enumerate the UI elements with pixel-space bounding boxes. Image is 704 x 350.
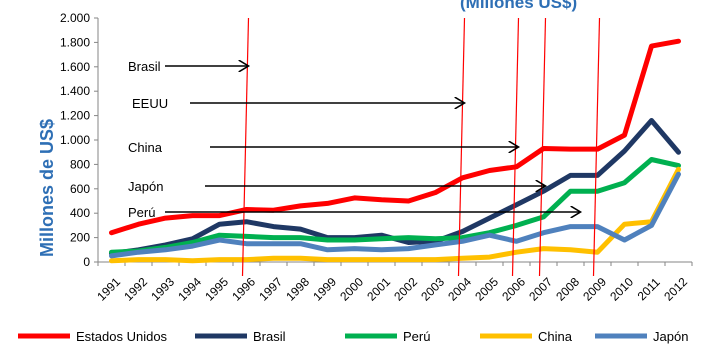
marker-line-2009: [592, 17, 601, 277]
x-tick-label: 1992: [121, 275, 150, 304]
series-line-japon: [109, 171, 681, 259]
y-tick-label: 1.800: [60, 35, 90, 49]
legend-label: Estados Unidos: [76, 329, 168, 344]
series-line-china: [109, 166, 681, 264]
y-tick-label: 2.000: [60, 11, 90, 25]
annotations: Brasil EEUU China Japón Perú: [128, 59, 581, 220]
y-tick-label: 0: [83, 255, 90, 269]
x-tick-label: 2002: [391, 275, 420, 304]
x-axis: 1991199219931994199519961997199819992000…: [94, 261, 693, 304]
x-tick-label: 2008: [553, 275, 582, 304]
series-layer: [109, 38, 681, 264]
annotation-label: Brasil: [128, 59, 161, 74]
legend-label: China: [538, 329, 573, 344]
y-axis: 0 200 400 600 800 1.000 1.200 1.400 1.600 1.800 2.…: [60, 11, 99, 269]
x-tick-label: 2003: [418, 275, 447, 304]
y-tick-label: 1.000: [60, 133, 90, 147]
x-tick-label: 1999: [310, 275, 339, 304]
x-tick-label: 2011: [635, 275, 663, 303]
chart-title-fragment: (Millones US$): [460, 0, 577, 12]
y-tick-label: 600: [70, 182, 90, 196]
series-line-peru: [109, 157, 681, 255]
x-tick-label: 1998: [283, 275, 312, 304]
marker-line-2007: [538, 17, 547, 277]
x-tick-label: 2004: [445, 275, 474, 304]
y-tick-label: 1.400: [60, 84, 90, 98]
series-line-estados-unidos: [109, 38, 681, 236]
x-tick-label: 2006: [499, 275, 528, 304]
legend-label: Perú: [403, 329, 430, 344]
annotation-label: EEUU: [132, 96, 168, 111]
x-tick-label: 1997: [256, 275, 285, 304]
x-tick-label: 2012: [661, 275, 690, 304]
legend-label: Brasil: [253, 329, 286, 344]
y-tick-label: 400: [70, 206, 90, 220]
y-axis-title: Millones de US$: [37, 119, 57, 257]
x-tick-label: 2001: [364, 275, 393, 304]
annotation-label: Japón: [128, 179, 163, 194]
y-tick-label: 200: [70, 231, 90, 245]
x-tick-label: 1994: [175, 275, 204, 304]
x-tick-label: 2009: [580, 275, 609, 304]
x-tick-label: 1991: [94, 275, 123, 304]
x-tick-label: 2007: [526, 275, 555, 304]
x-tick-label: 1996: [229, 275, 258, 304]
x-tick-label: 2010: [607, 275, 636, 304]
x-tick-label: 2005: [472, 275, 501, 304]
x-tick-label: 2000: [337, 275, 366, 304]
series-line-brasil: [109, 118, 681, 256]
annotation-label: Perú: [128, 205, 155, 220]
y-tick-label: 1.600: [60, 60, 90, 74]
y-tick-label: 800: [70, 157, 90, 171]
annotation-label: China: [128, 140, 163, 155]
y-tick-label: 1.200: [60, 109, 90, 123]
x-tick-label: 1993: [148, 275, 177, 304]
legend-label: Japón: [653, 329, 688, 344]
x-tick-label: 1995: [202, 275, 231, 304]
legend: Estados Unidos Brasil Perú China Japón: [18, 329, 688, 344]
